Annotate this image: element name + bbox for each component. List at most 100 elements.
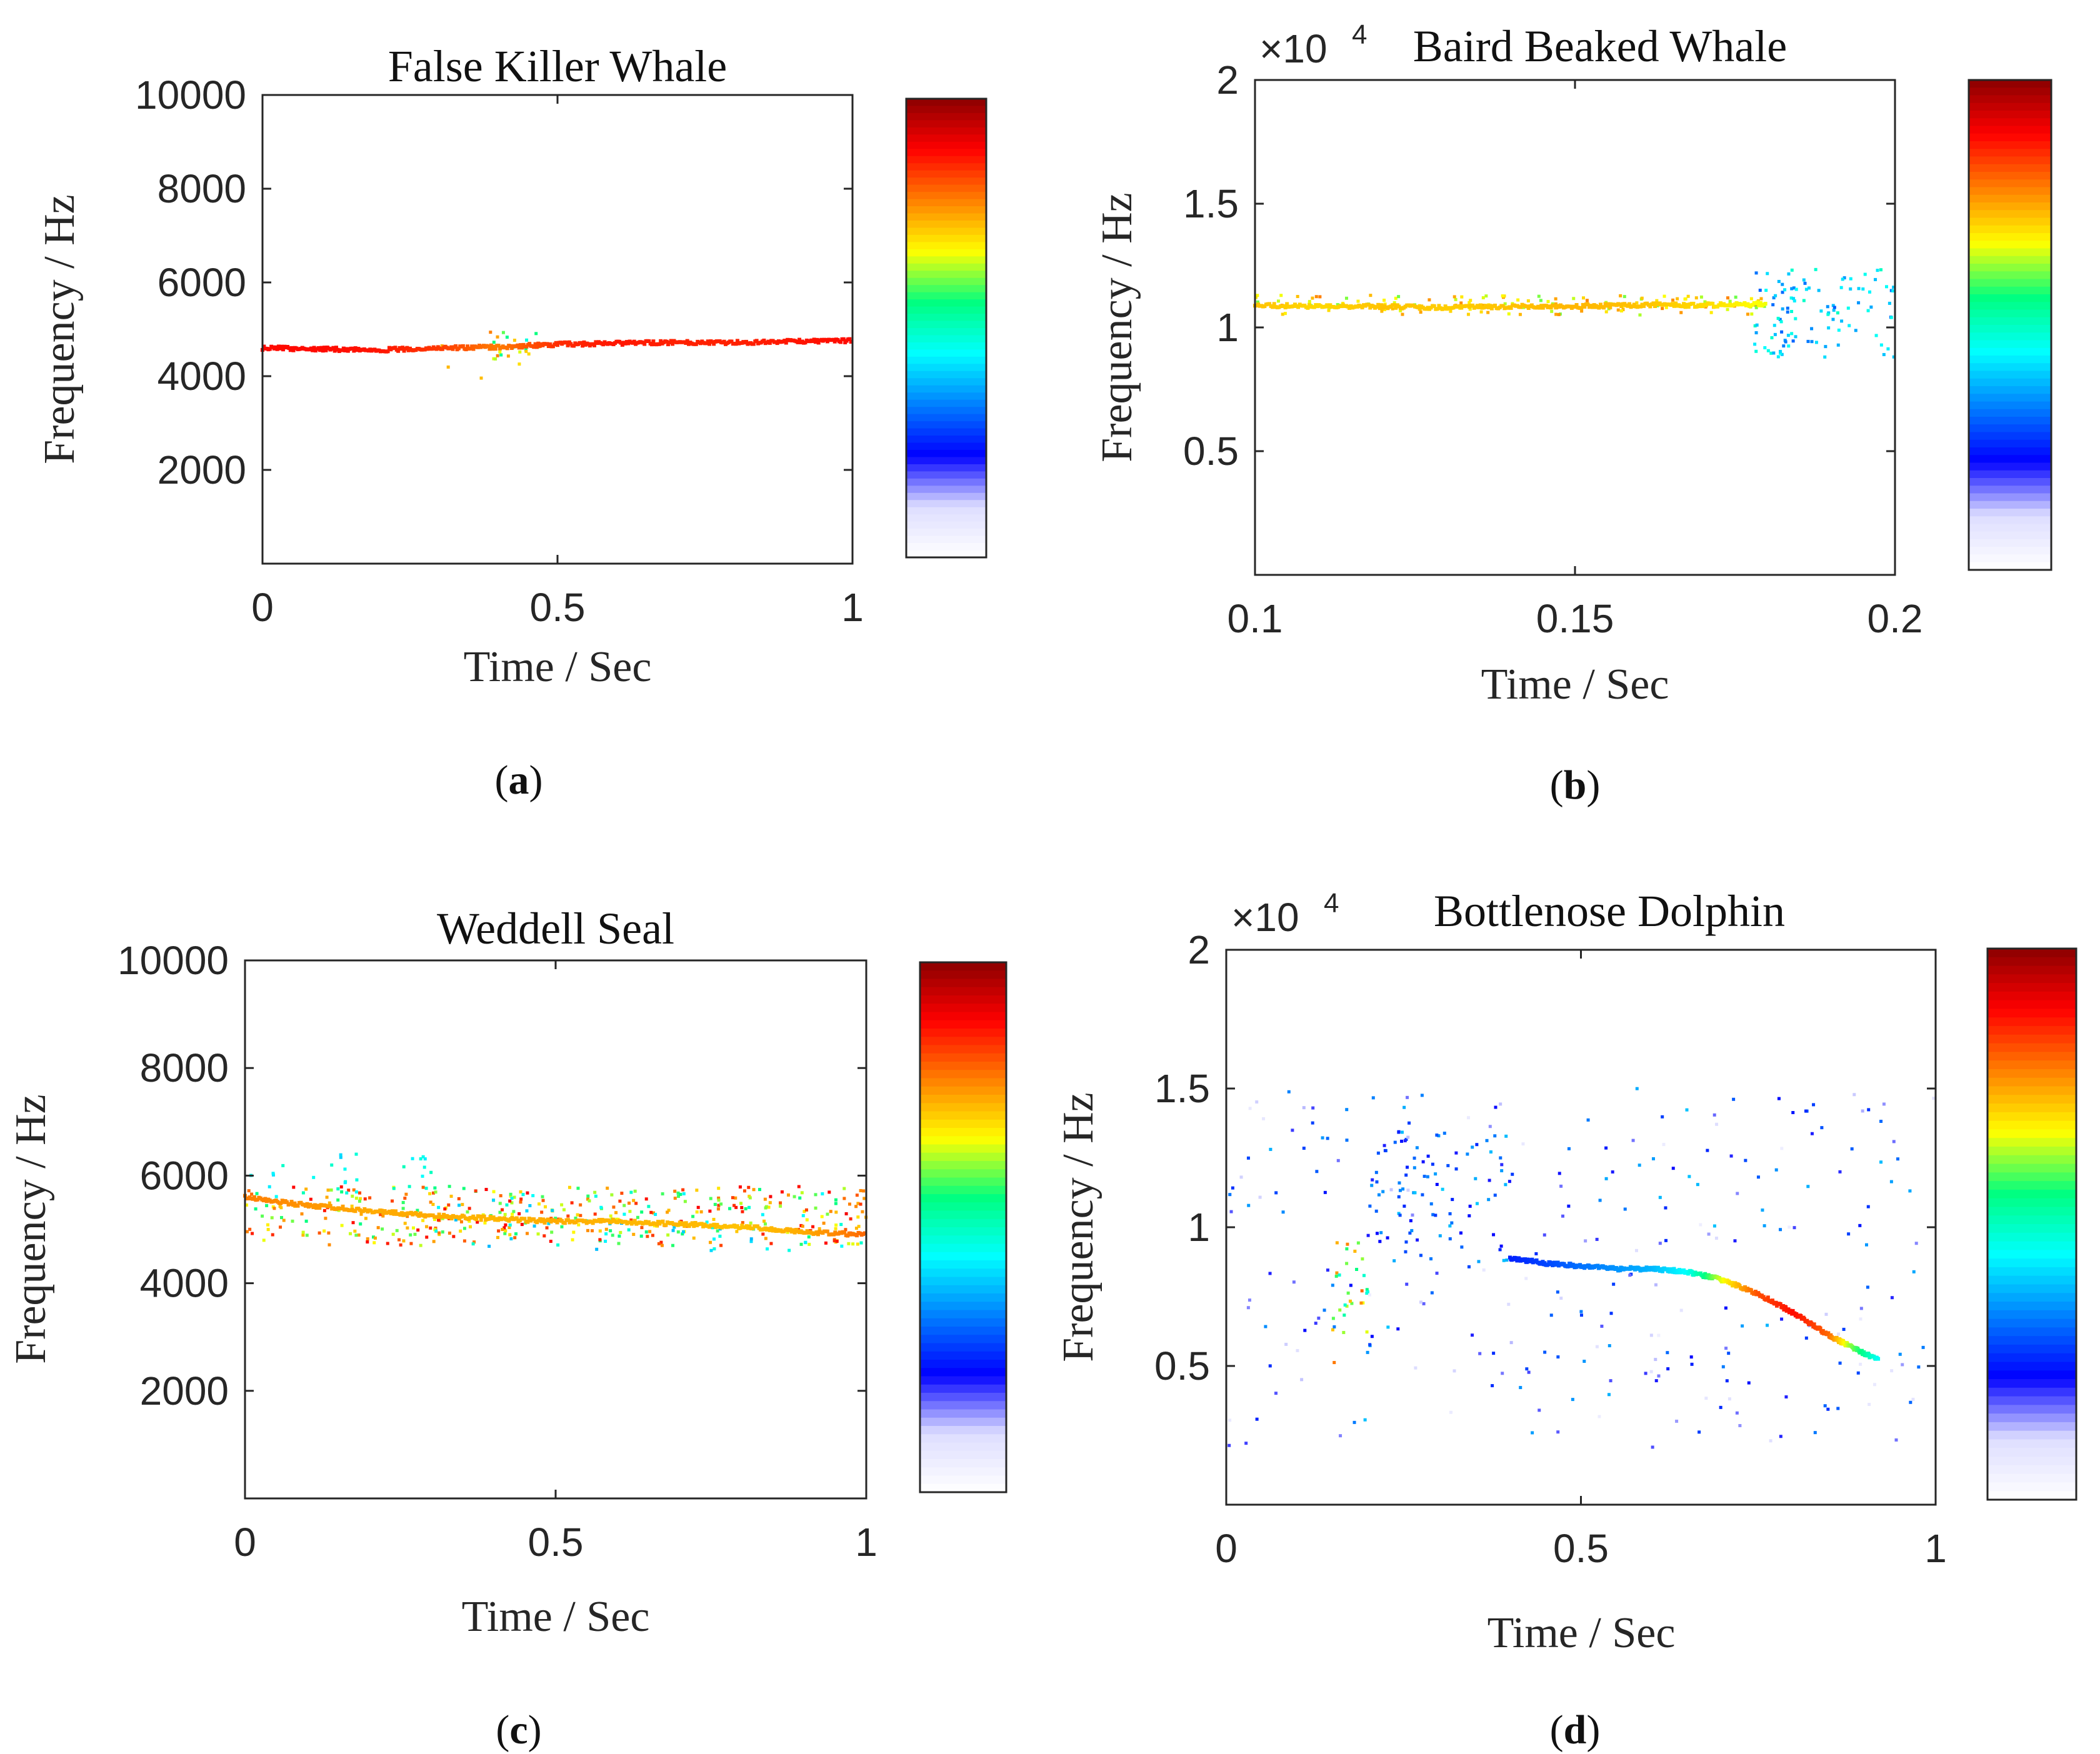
colorbar-band [1969,356,2051,364]
scatter-point [409,1233,412,1237]
scatter-point [1281,1210,1285,1214]
colorbar-band [920,962,1006,971]
scatter-point [452,1235,456,1238]
scatter-point [1335,1271,1339,1275]
colorbar-band [1988,1215,2076,1225]
scatter-point [1790,287,1794,291]
colorbar-band [1969,439,2051,448]
scatter-point [1791,339,1795,343]
scatter-point [1477,1260,1481,1263]
trace-point [1296,305,1301,309]
colorbar-band [1969,509,2051,517]
colorbar-band [1969,294,2051,302]
trace-point [541,1217,546,1222]
trace-point [305,1202,309,1206]
colorbar-band [1988,983,2076,992]
scatter-point [1228,1193,1232,1197]
scatter-point [1400,1130,1404,1134]
scatter-point [498,1202,502,1205]
scatter-point [604,1239,608,1243]
trace-point [492,344,496,349]
scatter-point [769,1195,772,1198]
scatter-point [1393,1140,1397,1144]
colorbar-band [920,1401,1006,1410]
scatter-point [325,1195,329,1199]
trace-point [1566,1264,1571,1268]
scatter-point [627,1228,631,1232]
trace-point [287,346,291,351]
trace-point [542,1220,547,1225]
colorbar-band [1969,102,2051,111]
scatter-point [1336,303,1339,307]
trace-point [650,342,654,347]
scatter-point [1781,307,1784,311]
scatter-point [802,1210,806,1213]
scatter-point [681,1232,684,1236]
y-tick-label: 0.5 [1183,429,1239,474]
scatter-point [629,1218,633,1222]
scatter-point [1404,1250,1408,1253]
scatter-point [1488,1178,1491,1182]
y-tick-label: 2 [1188,927,1210,972]
trace-point [681,1221,685,1225]
scatter-point [1839,286,1843,289]
trace-point [1742,1285,1747,1289]
scatter-point [1848,324,1851,327]
scatter-point [550,1230,554,1234]
scatter-point [691,1215,695,1218]
trace-point [1573,305,1577,309]
trace-point [715,1223,719,1227]
scatter-point [301,1191,305,1195]
scatter-point [593,1212,597,1216]
scatter-point [598,1229,602,1233]
scatter-point [814,1206,818,1210]
scatter-point [709,1197,712,1200]
trace-point [825,1229,829,1233]
scatter-point [842,1187,846,1190]
trace-point [769,1226,774,1230]
colorbar-band [1988,1482,2076,1492]
scatter-point [1415,1146,1419,1150]
trace-point [632,339,636,344]
scatter-point [483,1221,487,1225]
trace-point [1488,304,1492,308]
trace-point [1685,302,1689,307]
scatter-point [551,1208,554,1212]
scatter-point [343,1181,347,1185]
trace-point [296,1203,300,1208]
trace-point [488,347,492,351]
colorbar-band [1969,417,2051,425]
scatter-point [1335,1241,1339,1245]
scatter-point [1889,1180,1893,1183]
trace-point [434,347,439,351]
scatter-point [1420,1094,1424,1097]
trace-point [744,339,749,344]
scatter-point [1491,1384,1494,1388]
trace-point [1435,307,1439,311]
colorbar-band [1988,1430,2076,1440]
scatter-point [632,1198,636,1202]
scatter-point [718,1234,722,1238]
scatter-point [672,1225,676,1229]
scatter-point [494,357,498,361]
scatter-point [717,1196,721,1200]
scatter-point [501,331,505,334]
scatter-point [379,1213,382,1217]
scatter-point [661,1192,664,1196]
trace-point [846,1233,850,1238]
x-axis-label: Time / Sec [1481,660,1669,709]
scatter-point [1635,301,1639,305]
scatter-point [1619,294,1622,297]
colorbar-frame [1968,79,2052,571]
scatter-point [617,1242,621,1245]
scatter-point [406,1215,409,1218]
scatter-point [1802,299,1806,302]
scatter-point [1287,1090,1291,1094]
trace-point [632,1218,637,1223]
scatter-point [438,1231,441,1235]
colorbar-band [906,242,986,250]
scatter-point [1921,1345,1925,1349]
scatter-point [713,1203,717,1207]
scatter-point [1763,346,1767,349]
scatter-point [525,1209,529,1213]
